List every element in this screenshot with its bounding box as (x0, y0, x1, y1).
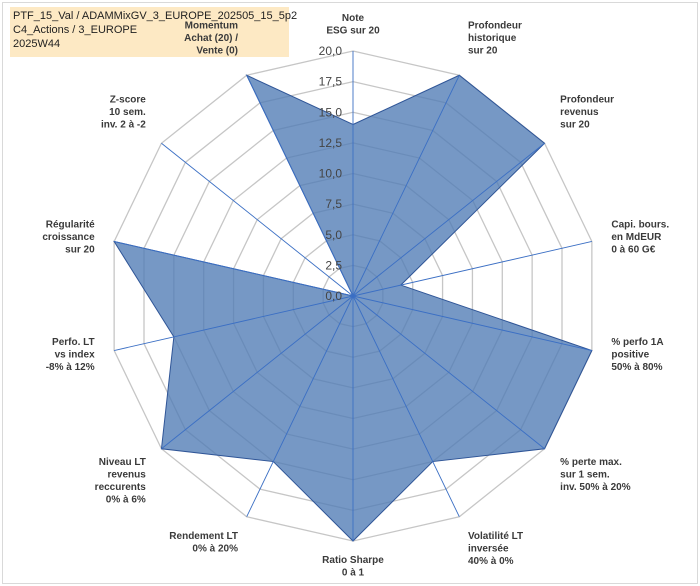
r-tick-label: 0,0 (325, 289, 342, 303)
axis-spoke (246, 75, 354, 297)
axis-spoke (114, 241, 354, 297)
r-tick-label: 2,5 (325, 258, 342, 272)
axis-label-6: Volatilité LT inversée 40% à 0% (468, 531, 523, 567)
axis-label-10: Perfo. LT vs index -8% à 12% (46, 337, 95, 373)
axis-label-4: % perfo 1A positive 50% à 80% (611, 337, 663, 373)
axis-label-8: Rendement LT 0% à 20% (169, 531, 238, 555)
r-tick-label: 17,5 (319, 75, 343, 89)
axis-label-3: Capi. bours. en MdEUR 0 à 60 G€ (611, 219, 669, 255)
r-tick-label: 5,0 (325, 228, 342, 242)
title-line-2: C4_Actions / 3_EUROPE (13, 24, 138, 36)
axis-label-2: Profondeur revenus sur 20 (560, 94, 614, 130)
axis-spoke (352, 295, 592, 351)
r-tick-label: 15,0 (319, 105, 343, 119)
r-tick-label: 7,5 (325, 197, 342, 211)
axis-label-0: Note ESG sur 20 (326, 13, 380, 37)
chart-title-box: PTF_15_Val / ADAMMixGV_3_EUROPE_202505_1… (10, 7, 297, 57)
axis-label-9: Niveau LT revenus reccurents 0% à 6% (95, 457, 147, 506)
axis-label-12: Z-score 10 sem. inv. 2 à -2 (101, 94, 146, 130)
axis-label-1: Profondeur historique sur 20 (468, 21, 522, 57)
title-line-1: PTF_15_Val / ADAMMixGV_3_EUROPE_202505_1… (13, 10, 298, 22)
axis-spoke (352, 295, 460, 517)
axis-spoke (352, 75, 460, 297)
axis-spoke (352, 241, 592, 297)
axis-spoke (161, 142, 354, 297)
axis-spoke (352, 142, 545, 297)
axis-label-11: Régularité croissance sur 20 (42, 219, 95, 255)
r-tick-label: 10,0 (319, 167, 343, 181)
r-tick-label: 12,5 (319, 136, 343, 150)
r-tick-label: 20,0 (319, 44, 343, 58)
axis-label-13: Momentum Achat (20) / Vente (0) (184, 21, 238, 57)
axis-spoke (246, 295, 354, 517)
axis-spoke (352, 295, 545, 450)
axis-spoke (161, 295, 354, 450)
axis-label-7: Ratio Sharpe 0 à 1 (322, 555, 384, 579)
axis-spoke (114, 295, 354, 351)
title-line-3: 2025W44 (13, 38, 61, 50)
axis-label-5: % perte max. sur 1 sem. inv. 50% à 20% (560, 457, 631, 493)
